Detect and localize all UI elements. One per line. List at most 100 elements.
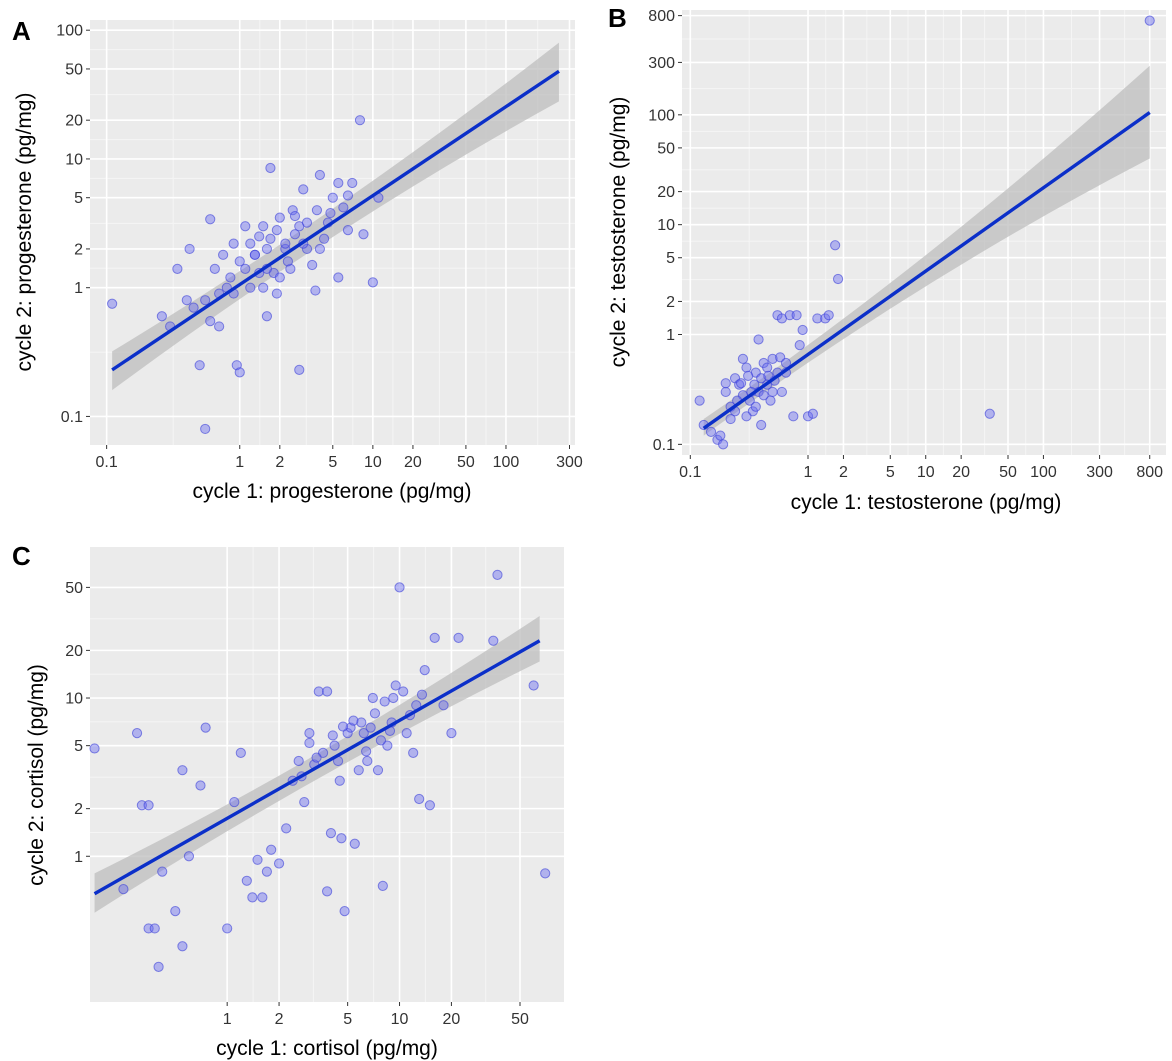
panel-b-point	[802, 411, 814, 422]
panel-a-point	[234, 367, 245, 378]
panel-b: B 0.1 1 2 5 10 20 50 100 300 800 0.1 1 2 5 10 20 50 100 3…	[607, 3, 1166, 514]
panel-c-x-tick-label: 50	[511, 1011, 529, 1028]
panel-a-x-tick-label: 1	[235, 454, 244, 471]
panel-b-y-ticks: 0.1 1 2 5 10 20 50 100 300 800	[648, 8, 682, 454]
panel-b-point	[749, 379, 760, 390]
panel-a-x-tick-label: 20	[404, 454, 422, 471]
panel-a-x-tick-label: 0.1	[96, 454, 118, 471]
panel-b-x-axis-title: cycle 1: testosterone (pg/mg)	[791, 491, 1062, 514]
panel-b-point	[807, 408, 818, 419]
panel-a-point	[205, 214, 216, 225]
panel-b-point	[720, 386, 731, 398]
panel-c-points	[89, 569, 551, 972]
panel-b-x-tick-label: 100	[1030, 464, 1057, 481]
panel-b-point	[741, 362, 752, 373]
panel-a-point	[228, 238, 239, 249]
panel-c-point	[390, 680, 401, 691]
panel-a-point	[249, 249, 261, 260]
panel-a-point	[258, 282, 269, 293]
panel-c-point	[177, 765, 188, 776]
panel-a-point	[240, 221, 251, 232]
panel-c-point	[235, 747, 246, 758]
panel-a-x-axis-title: cycle 1: progesterone (pg/mg)	[193, 480, 472, 503]
panel-b-y-tick-label: 1	[666, 327, 675, 344]
panel-c-y-tick-label: 1	[74, 849, 83, 866]
panel-c-point	[329, 740, 340, 751]
panel-c-point	[429, 632, 440, 643]
panel-a-point	[333, 272, 344, 283]
panel-b-point	[694, 395, 705, 406]
panel-a-point	[342, 225, 354, 236]
panel-c-fit-line-group	[93, 639, 541, 896]
panel-a-point	[289, 229, 301, 240]
panel-b-point	[830, 240, 841, 251]
panel-b-x-tick-label: 10	[917, 464, 935, 481]
panel-c-point	[149, 923, 160, 934]
panel-b-points	[694, 15, 1155, 450]
panel-c-x-tick-label: 20	[443, 1011, 461, 1028]
panel-c-plot-area	[90, 547, 564, 1002]
panel-c-point	[229, 796, 240, 808]
panel-a-point	[338, 202, 349, 213]
panel-a-point	[172, 263, 183, 274]
panel-b-point	[762, 362, 773, 373]
panel-a-point	[218, 249, 229, 260]
panel-b-point	[984, 408, 995, 419]
panel-c-y-tick-label: 2	[74, 801, 83, 818]
panel-c-point	[358, 728, 369, 739]
panel-c-y-tick-label: 10	[65, 691, 83, 708]
panel-b-x-ticks: 0.1 1 2 5 10 20 50 100 300 800	[679, 455, 1163, 481]
panel-a-point	[285, 263, 296, 274]
panel-b-x-tick-label: 20	[952, 464, 970, 481]
panel-b-point	[737, 353, 749, 364]
panel-a-point	[261, 243, 273, 255]
panel-b-point	[705, 426, 717, 437]
panel-c-point	[492, 569, 503, 580]
panel-c-point	[540, 868, 551, 879]
panel-c-point	[398, 686, 409, 697]
panel-c-y-ticks: 1 2 5 10 20 50	[65, 580, 90, 866]
panel-c-y-axis-title: cycle 2: cortisol (pg/mg)	[25, 664, 48, 886]
panel-a-point	[314, 243, 325, 255]
panel-a-point	[310, 285, 321, 296]
panel-a-y-ticks: 0.1 1 2 5 10 20 50 100	[56, 23, 90, 426]
panel-c-point	[367, 692, 378, 704]
panel-b-point	[776, 386, 788, 398]
panel-a-point	[327, 192, 338, 203]
panel-a-point	[240, 263, 251, 274]
panel-c-y-tick-label: 50	[65, 580, 83, 597]
panel-c-point	[365, 722, 376, 733]
panel-b-y-tick-label: 2	[666, 294, 675, 311]
panel-a-point	[205, 316, 216, 327]
panel-c-point	[266, 844, 277, 855]
panel-c-x-tick-label: 1	[223, 1011, 232, 1028]
panel-b-point	[791, 310, 802, 321]
panel-b-y-tick-label: 50	[657, 140, 675, 157]
panel-a: A 0.1 1 2 5 10 20 50 100 300 0.1 1 2 5 10 20 50 100 cyc…	[12, 16, 583, 503]
panel-c-point	[348, 715, 359, 726]
panel-a-point	[307, 259, 318, 271]
panel-a-ci-band	[112, 42, 559, 391]
panel-a-point	[294, 364, 305, 375]
panel-c-point	[353, 765, 364, 776]
panel-a-point	[214, 321, 225, 332]
panel-a-point	[274, 212, 285, 223]
panel-a-x-tick-label: 100	[493, 454, 520, 471]
panel-b-point	[715, 430, 726, 441]
panel-b-x-tick-label: 300	[1086, 464, 1113, 481]
panel-a-fit-line	[111, 69, 560, 372]
panel-b-point	[743, 370, 754, 381]
panel-c-point	[118, 884, 129, 895]
panel-a-point	[314, 169, 325, 181]
panel-c-point	[336, 833, 347, 844]
panel-b-letter: B	[608, 3, 627, 33]
panel-b-y-axis-title: cycle 2: testosterone (pg/mg)	[607, 97, 630, 368]
panel-c-point	[388, 692, 399, 704]
panel-c-point	[327, 730, 338, 741]
panel-c-point	[414, 793, 425, 805]
panel-a-point	[311, 205, 323, 216]
panel-c-point	[293, 755, 304, 767]
panel-b-fit-line	[702, 111, 1151, 430]
panel-c-point	[299, 796, 310, 808]
panel-a-confidence-band	[112, 42, 559, 391]
